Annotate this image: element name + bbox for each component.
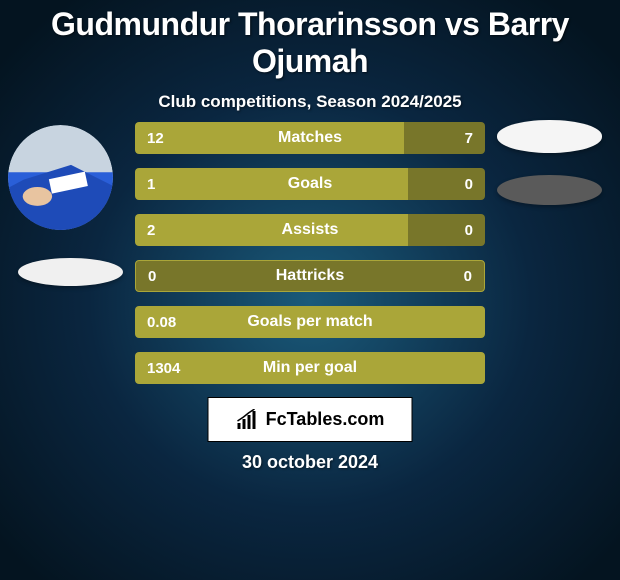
stat-label: Matches	[135, 122, 485, 154]
stat-value-left: 0	[148, 261, 156, 291]
stat-value-right: 7	[465, 122, 473, 154]
stat-value-right: 0	[465, 168, 473, 200]
player-avatar-right-bottom	[497, 175, 602, 205]
fctables-logo: FcTables.com	[208, 397, 413, 442]
player-avatar-right-top	[497, 120, 602, 153]
avatar-shadow-left	[18, 258, 123, 286]
stat-value-left: 1304	[147, 352, 180, 384]
stat-value-right: 0	[464, 261, 472, 291]
stat-row: Goals1 0	[135, 168, 485, 200]
stat-label: Goals per match	[135, 306, 485, 338]
stat-row: Goals per match0.08	[135, 306, 485, 338]
stat-row: Hattricks0 0	[135, 260, 485, 292]
fctables-logo-text: FcTables.com	[266, 409, 385, 430]
stat-label: Hattricks	[136, 261, 484, 291]
page-title: Gudmundur Thorarinsson vs Barry Ojumah	[0, 0, 620, 80]
stat-label: Goals	[135, 168, 485, 200]
stat-row: Assists2 0	[135, 214, 485, 246]
date-label: 30 october 2024	[0, 452, 620, 473]
stat-value-right: 0	[465, 214, 473, 246]
stat-value-left: 0.08	[147, 306, 176, 338]
player-avatar-left	[8, 125, 113, 230]
comparison-bars: Matches127Goals10Assists20Hattricks00Goa…	[135, 122, 485, 398]
stat-label: Assists	[135, 214, 485, 246]
stat-value-left: 2	[147, 214, 155, 246]
stat-value-left: 12	[147, 122, 164, 154]
stat-value-left: 1	[147, 168, 155, 200]
stat-row: Matches12 7	[135, 122, 485, 154]
subtitle: Club competitions, Season 2024/2025	[0, 92, 620, 112]
fctables-icon	[236, 409, 262, 431]
stat-row: Min per goal1304	[135, 352, 485, 384]
stat-label: Min per goal	[135, 352, 485, 384]
